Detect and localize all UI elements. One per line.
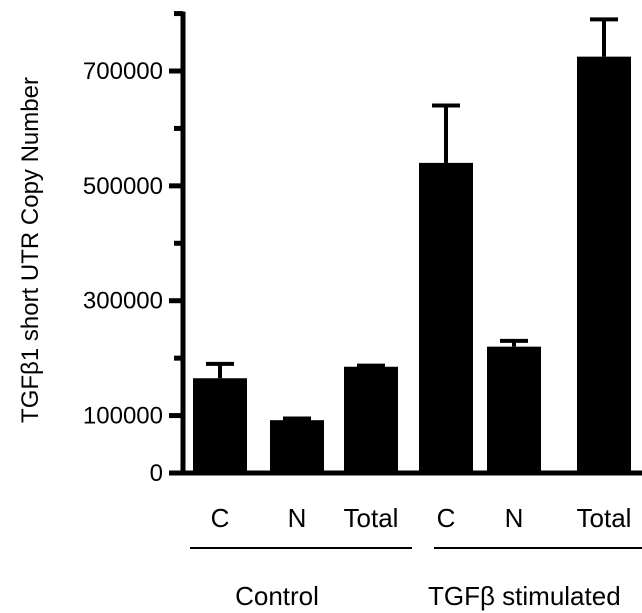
bar xyxy=(419,162,473,473)
y-tick-label: 300000 xyxy=(83,288,163,315)
group-label: Control xyxy=(235,581,319,611)
y-axis-title: TGFβ1 short UTR Copy Number xyxy=(17,77,44,423)
x-tick-label: Total xyxy=(344,503,399,533)
bar xyxy=(487,346,541,473)
x-tick-label: C xyxy=(437,503,456,533)
bar xyxy=(577,56,631,474)
bars xyxy=(193,17,631,474)
y-tick-label: 500000 xyxy=(83,173,163,200)
labels: 0 100000 300000 500000 700000 TGFβ1 short UTR… xyxy=(17,58,631,611)
bar xyxy=(270,420,324,473)
x-tick-label: N xyxy=(288,503,307,533)
x-tick-label: Total xyxy=(577,503,632,533)
axes xyxy=(169,11,642,549)
y-tick-label: 700000 xyxy=(83,58,163,85)
x-tick-label: N xyxy=(505,503,524,533)
y-tick-label: 0 xyxy=(150,460,163,487)
group-label: TGFβ stimulated xyxy=(428,581,621,611)
bar xyxy=(193,378,247,473)
x-tick-label: C xyxy=(211,503,230,533)
bar xyxy=(344,366,398,473)
y-tick-label: 100000 xyxy=(83,403,163,430)
